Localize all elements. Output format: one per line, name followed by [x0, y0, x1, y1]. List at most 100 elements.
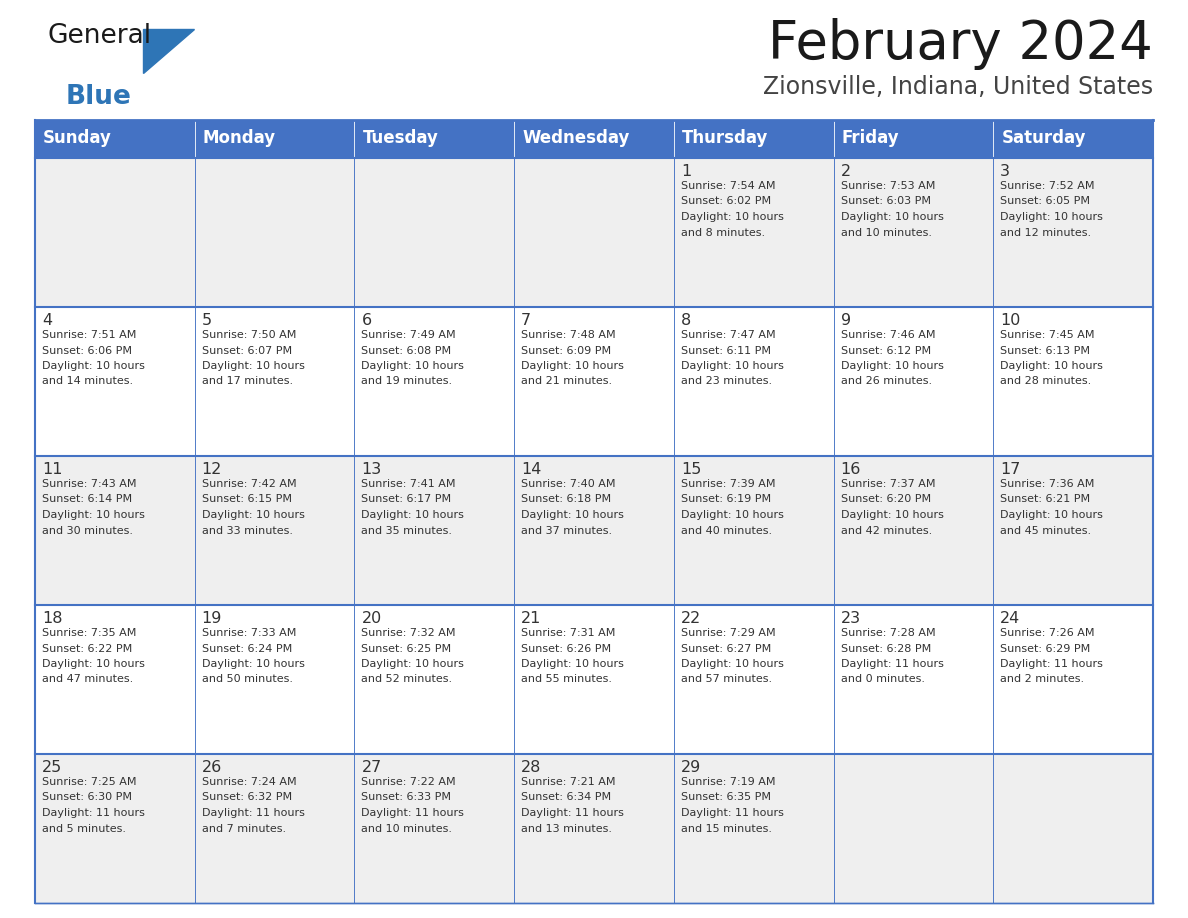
- Text: Sunrise: 7:32 AM: Sunrise: 7:32 AM: [361, 628, 456, 638]
- Text: 8: 8: [681, 313, 691, 328]
- Text: Sunrise: 7:45 AM: Sunrise: 7:45 AM: [1000, 330, 1095, 340]
- Text: and 45 minutes.: and 45 minutes.: [1000, 525, 1092, 535]
- Text: Sunrise: 7:41 AM: Sunrise: 7:41 AM: [361, 479, 456, 489]
- Text: Sunset: 6:27 PM: Sunset: 6:27 PM: [681, 644, 771, 654]
- Text: 4: 4: [42, 313, 52, 328]
- Text: 25: 25: [42, 760, 62, 775]
- Text: Sunset: 6:13 PM: Sunset: 6:13 PM: [1000, 345, 1091, 355]
- Text: Sunset: 6:09 PM: Sunset: 6:09 PM: [522, 345, 612, 355]
- Text: Sunset: 6:11 PM: Sunset: 6:11 PM: [681, 345, 771, 355]
- Text: and 47 minutes.: and 47 minutes.: [42, 675, 133, 685]
- Text: Daylight: 10 hours: Daylight: 10 hours: [202, 659, 304, 669]
- Text: 11: 11: [42, 462, 63, 477]
- Text: and 17 minutes.: and 17 minutes.: [202, 376, 292, 386]
- Text: Daylight: 10 hours: Daylight: 10 hours: [361, 361, 465, 371]
- Text: Sunrise: 7:37 AM: Sunrise: 7:37 AM: [841, 479, 935, 489]
- Text: Sunset: 6:25 PM: Sunset: 6:25 PM: [361, 644, 451, 654]
- Text: 1: 1: [681, 164, 691, 179]
- Text: Saturday: Saturday: [1001, 129, 1086, 147]
- Text: Sunrise: 7:33 AM: Sunrise: 7:33 AM: [202, 628, 296, 638]
- Text: Daylight: 10 hours: Daylight: 10 hours: [841, 510, 943, 520]
- Text: Sunset: 6:33 PM: Sunset: 6:33 PM: [361, 792, 451, 802]
- Text: Daylight: 11 hours: Daylight: 11 hours: [1000, 659, 1104, 669]
- Text: Blue: Blue: [67, 84, 132, 110]
- Text: and 23 minutes.: and 23 minutes.: [681, 376, 772, 386]
- Text: 2: 2: [841, 164, 851, 179]
- Text: Zionsville, Indiana, United States: Zionsville, Indiana, United States: [763, 75, 1154, 99]
- Text: Daylight: 10 hours: Daylight: 10 hours: [42, 361, 145, 371]
- Polygon shape: [144, 29, 194, 73]
- Text: and 7 minutes.: and 7 minutes.: [202, 823, 286, 834]
- Text: 21: 21: [522, 611, 542, 626]
- Text: Daylight: 10 hours: Daylight: 10 hours: [42, 659, 145, 669]
- Text: 16: 16: [841, 462, 861, 477]
- Text: Sunrise: 7:24 AM: Sunrise: 7:24 AM: [202, 777, 296, 787]
- Text: and 50 minutes.: and 50 minutes.: [202, 675, 292, 685]
- Text: Sunrise: 7:54 AM: Sunrise: 7:54 AM: [681, 181, 776, 191]
- Text: and 5 minutes.: and 5 minutes.: [42, 823, 126, 834]
- Text: Sunrise: 7:28 AM: Sunrise: 7:28 AM: [841, 628, 935, 638]
- Text: and 35 minutes.: and 35 minutes.: [361, 525, 453, 535]
- Text: Sunset: 6:28 PM: Sunset: 6:28 PM: [841, 644, 931, 654]
- Text: Daylight: 10 hours: Daylight: 10 hours: [681, 659, 784, 669]
- Text: 29: 29: [681, 760, 701, 775]
- Text: Sunrise: 7:26 AM: Sunrise: 7:26 AM: [1000, 628, 1095, 638]
- Text: Sunset: 6:21 PM: Sunset: 6:21 PM: [1000, 495, 1091, 505]
- Text: 26: 26: [202, 760, 222, 775]
- Text: 12: 12: [202, 462, 222, 477]
- Text: Sunrise: 7:19 AM: Sunrise: 7:19 AM: [681, 777, 776, 787]
- Text: Sunset: 6:18 PM: Sunset: 6:18 PM: [522, 495, 612, 505]
- Text: Daylight: 10 hours: Daylight: 10 hours: [522, 510, 624, 520]
- Text: Daylight: 10 hours: Daylight: 10 hours: [1000, 510, 1104, 520]
- Text: Sunrise: 7:21 AM: Sunrise: 7:21 AM: [522, 777, 615, 787]
- Text: 10: 10: [1000, 313, 1020, 328]
- Text: and 8 minutes.: and 8 minutes.: [681, 228, 765, 238]
- Text: Daylight: 11 hours: Daylight: 11 hours: [202, 808, 304, 818]
- Text: Daylight: 11 hours: Daylight: 11 hours: [42, 808, 145, 818]
- Text: and 40 minutes.: and 40 minutes.: [681, 525, 772, 535]
- Text: 9: 9: [841, 313, 851, 328]
- Text: Monday: Monday: [203, 129, 276, 147]
- Text: 22: 22: [681, 611, 701, 626]
- Text: Daylight: 10 hours: Daylight: 10 hours: [522, 659, 624, 669]
- Text: Sunrise: 7:39 AM: Sunrise: 7:39 AM: [681, 479, 776, 489]
- Text: Daylight: 10 hours: Daylight: 10 hours: [1000, 212, 1104, 222]
- Text: and 12 minutes.: and 12 minutes.: [1000, 228, 1092, 238]
- Text: and 15 minutes.: and 15 minutes.: [681, 823, 772, 834]
- Text: Sunset: 6:06 PM: Sunset: 6:06 PM: [42, 345, 132, 355]
- Text: Sunrise: 7:25 AM: Sunrise: 7:25 AM: [42, 777, 137, 787]
- Text: Daylight: 10 hours: Daylight: 10 hours: [42, 510, 145, 520]
- Text: Friday: Friday: [841, 129, 899, 147]
- Text: Daylight: 10 hours: Daylight: 10 hours: [1000, 361, 1104, 371]
- Text: 20: 20: [361, 611, 381, 626]
- Text: Sunset: 6:24 PM: Sunset: 6:24 PM: [202, 644, 292, 654]
- Text: Sunset: 6:03 PM: Sunset: 6:03 PM: [841, 196, 930, 207]
- Text: 19: 19: [202, 611, 222, 626]
- Text: Daylight: 11 hours: Daylight: 11 hours: [361, 808, 465, 818]
- Text: Sunrise: 7:29 AM: Sunrise: 7:29 AM: [681, 628, 776, 638]
- Text: General: General: [48, 23, 152, 50]
- Text: and 42 minutes.: and 42 minutes.: [841, 525, 931, 535]
- Text: and 14 minutes.: and 14 minutes.: [42, 376, 133, 386]
- Text: Daylight: 10 hours: Daylight: 10 hours: [681, 510, 784, 520]
- Text: Sunrise: 7:31 AM: Sunrise: 7:31 AM: [522, 628, 615, 638]
- Text: Sunrise: 7:43 AM: Sunrise: 7:43 AM: [42, 479, 137, 489]
- Text: Sunset: 6:19 PM: Sunset: 6:19 PM: [681, 495, 771, 505]
- Text: Sunset: 6:26 PM: Sunset: 6:26 PM: [522, 644, 612, 654]
- Text: Sunrise: 7:49 AM: Sunrise: 7:49 AM: [361, 330, 456, 340]
- Text: 28: 28: [522, 760, 542, 775]
- Text: and 13 minutes.: and 13 minutes.: [522, 823, 612, 834]
- Text: Sunset: 6:30 PM: Sunset: 6:30 PM: [42, 792, 132, 802]
- Text: 17: 17: [1000, 462, 1020, 477]
- Text: Sunrise: 7:52 AM: Sunrise: 7:52 AM: [1000, 181, 1095, 191]
- Text: and 26 minutes.: and 26 minutes.: [841, 376, 931, 386]
- Text: Sunset: 6:05 PM: Sunset: 6:05 PM: [1000, 196, 1091, 207]
- Text: Sunrise: 7:53 AM: Sunrise: 7:53 AM: [841, 181, 935, 191]
- Text: and 19 minutes.: and 19 minutes.: [361, 376, 453, 386]
- Text: 15: 15: [681, 462, 701, 477]
- Text: Daylight: 10 hours: Daylight: 10 hours: [681, 212, 784, 222]
- Text: and 10 minutes.: and 10 minutes.: [841, 228, 931, 238]
- Text: Sunset: 6:32 PM: Sunset: 6:32 PM: [202, 792, 292, 802]
- Text: Daylight: 11 hours: Daylight: 11 hours: [681, 808, 784, 818]
- Text: Sunset: 6:12 PM: Sunset: 6:12 PM: [841, 345, 930, 355]
